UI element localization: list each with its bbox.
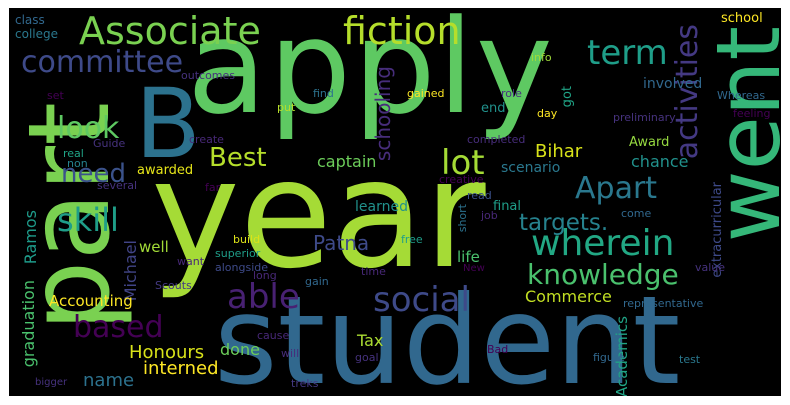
word-name: name — [83, 370, 135, 391]
word-apart: Apart — [575, 171, 658, 206]
word-treks: treks — [291, 377, 319, 390]
word-several: several — [97, 179, 138, 192]
word-far: far — [205, 181, 221, 194]
word-year: year — [151, 128, 486, 302]
word-lot: lot — [441, 143, 485, 183]
word-accounting: Accounting — [49, 292, 133, 310]
word-cloud: apply year student part B went Associate… — [9, 8, 781, 396]
word-life: life — [457, 248, 480, 266]
word-completed: completed — [467, 133, 526, 146]
word-patna: Patna — [313, 231, 370, 255]
word-new: New — [463, 263, 485, 274]
word-gain: gain — [305, 275, 329, 288]
word-able: able — [227, 277, 300, 317]
word-preliminary: preliminary — [613, 111, 676, 124]
word-chance: chance — [631, 152, 689, 171]
word-school: school — [721, 11, 763, 26]
word-well: well — [139, 238, 169, 256]
word-time: time — [361, 265, 386, 278]
word-need: need — [61, 159, 126, 189]
word-ramos: Ramos — [21, 210, 40, 265]
word-captain: captain — [317, 152, 377, 171]
word-based: based — [73, 310, 164, 345]
word-term: term — [587, 33, 668, 73]
word-real: real — [63, 147, 84, 160]
word-student: student — [214, 270, 681, 396]
word-learned: learned — [355, 199, 408, 215]
word-info: info — [531, 51, 552, 64]
word-apply: apply — [187, 8, 555, 143]
word-cause: cause — [257, 329, 290, 342]
word-best: Best — [209, 143, 267, 173]
word-alongside: alongside — [215, 261, 269, 274]
word-guide: Guide — [93, 137, 126, 150]
word-superior: superior — [215, 247, 261, 260]
word-commerce: Commerce — [525, 287, 612, 306]
word-social: social — [373, 280, 470, 320]
word-day: day — [537, 107, 558, 120]
word-skill: skill — [57, 201, 119, 239]
word-come: come — [621, 207, 652, 220]
word-find: find — [313, 87, 334, 100]
word-non: non — [67, 157, 88, 170]
word-end: end — [481, 101, 506, 116]
word-award: Award — [629, 135, 670, 150]
word-set: set — [47, 89, 64, 102]
word-whereas: Whereas — [717, 89, 766, 102]
word-job: job — [481, 209, 498, 222]
word-final: final — [493, 199, 522, 214]
word-figure: figure — [593, 351, 625, 364]
word-honours: Honours — [129, 342, 205, 363]
word-test: test — [679, 353, 701, 366]
word-put: put — [277, 101, 296, 114]
word-bihar: Bihar — [535, 141, 583, 162]
word-feeling: feeling — [733, 107, 771, 120]
word-done: done — [220, 340, 260, 359]
word-awarded: awarded — [137, 163, 194, 178]
word-role: role — [501, 87, 522, 100]
word-scouts: Scouts — [155, 279, 192, 292]
word-build: build — [233, 233, 261, 246]
word-b: B — [135, 68, 201, 180]
word-create: create — [189, 133, 224, 146]
word-fiction: fiction — [343, 9, 461, 53]
word-wherein: wherein — [531, 223, 675, 264]
word-got: got — [560, 86, 575, 108]
word-look: look — [57, 111, 120, 146]
word-schooling: schooling — [371, 66, 395, 162]
word-committee: committee — [21, 45, 184, 80]
word-long: long — [253, 269, 277, 282]
word-knowledge: knowledge — [527, 258, 679, 291]
word-scenario: scenario — [501, 160, 561, 176]
word-want: want — [177, 255, 205, 268]
word-involved: involved — [643, 76, 703, 92]
word-graduation: graduation — [19, 280, 38, 368]
word-outcomes: outcomes — [181, 69, 236, 82]
word-gained: gained — [407, 87, 445, 100]
word-interned: interned — [143, 358, 219, 379]
word-class: class — [15, 13, 45, 27]
word-targets: targets. — [519, 210, 609, 236]
word-representative: representative — [623, 297, 704, 310]
word-read: read — [467, 189, 492, 202]
word-associate: Associate — [79, 9, 261, 53]
word-creative: creative — [439, 173, 484, 186]
word-free: free — [401, 233, 423, 246]
word-will: will — [281, 347, 300, 360]
word-value: value — [695, 261, 726, 274]
word-tax: Tax — [357, 331, 384, 350]
word-college: college — [15, 27, 58, 41]
word-goal: goal — [355, 351, 379, 364]
word-short: short — [456, 204, 469, 233]
word-bigger: bigger — [35, 377, 68, 388]
word-bad: Bad — [487, 343, 509, 356]
